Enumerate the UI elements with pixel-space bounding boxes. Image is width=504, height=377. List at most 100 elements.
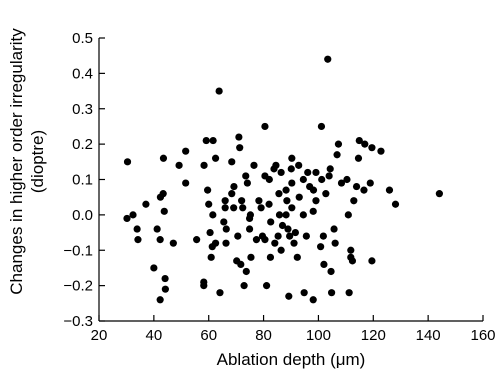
data-point — [161, 274, 169, 283]
data-point — [205, 200, 213, 208]
data-point — [361, 140, 369, 148]
data-point — [237, 260, 245, 268]
data-point — [299, 211, 307, 219]
x-tick-label: 80 — [255, 327, 272, 344]
data-point — [312, 197, 320, 205]
y-axis-title: Changes in higher order irregularity (dio… — [7, 28, 47, 295]
data-point — [330, 225, 338, 233]
data-point — [278, 221, 287, 230]
data-point — [293, 253, 301, 261]
data-point — [159, 190, 167, 198]
data-point — [337, 179, 346, 187]
data-point — [287, 165, 295, 173]
x-tick-label: 20 — [91, 327, 108, 344]
data-point — [325, 172, 333, 180]
data-point — [245, 225, 254, 233]
data-point — [204, 186, 212, 194]
data-point — [222, 225, 230, 233]
data-point — [150, 264, 158, 272]
data-point — [309, 186, 318, 194]
data-point — [309, 296, 317, 304]
data-point — [193, 236, 201, 244]
data-point — [209, 211, 217, 219]
data-point — [317, 243, 325, 251]
data-point — [243, 179, 251, 187]
y-tick-label: −0.3 — [63, 313, 93, 330]
data-point — [326, 165, 334, 173]
data-point — [160, 207, 168, 215]
data-point — [161, 285, 169, 293]
data-point — [175, 161, 183, 169]
data-point — [239, 204, 247, 212]
data-point — [368, 257, 376, 265]
y-tick-label: 0.2 — [72, 136, 93, 153]
data-point — [368, 144, 376, 152]
data-point — [242, 267, 250, 276]
data-point — [228, 190, 236, 198]
data-point — [288, 154, 296, 162]
data-point — [123, 214, 131, 223]
data-point — [295, 193, 303, 201]
data-point — [261, 122, 269, 131]
data-point — [322, 190, 330, 198]
data-point — [250, 161, 258, 169]
data-point — [221, 197, 229, 205]
x-tick-label: 40 — [146, 327, 163, 344]
data-point — [283, 197, 291, 205]
data-point — [275, 211, 284, 219]
x-tick-label: 120 — [361, 327, 386, 344]
data-point — [291, 228, 299, 237]
data-point — [182, 179, 190, 187]
data-point — [285, 292, 293, 300]
data-point — [345, 289, 353, 297]
data-point — [275, 190, 283, 198]
data-point — [288, 204, 296, 212]
data-point — [327, 289, 336, 297]
data-point — [202, 136, 210, 145]
y-tick-label: −0.2 — [63, 278, 93, 295]
data-point — [300, 289, 308, 297]
data-point — [156, 296, 164, 304]
data-point — [182, 147, 190, 155]
data-point — [391, 200, 400, 208]
data-point — [257, 204, 265, 212]
data-point — [159, 154, 168, 162]
data-point — [247, 253, 255, 261]
data-point — [272, 161, 280, 169]
data-point — [230, 204, 238, 212]
data-point — [207, 253, 215, 261]
data-point — [169, 239, 177, 247]
data-point — [200, 161, 208, 169]
data-point — [385, 186, 394, 194]
data-point — [290, 239, 298, 247]
data-point — [242, 172, 250, 180]
data-point — [134, 236, 142, 244]
data-point — [133, 225, 141, 233]
x-axis-ticks: 20 40 60 80 100 120 140 160 — [91, 315, 496, 344]
x-tick-label: 60 — [200, 327, 217, 344]
data-point — [366, 179, 374, 187]
data-point — [220, 218, 228, 226]
data-point — [261, 236, 269, 244]
data-point — [277, 168, 285, 177]
data-point — [262, 282, 271, 290]
data-point — [265, 175, 273, 184]
y-tick-label: 0.3 — [72, 101, 93, 118]
data-point — [206, 228, 214, 237]
data-point — [331, 239, 339, 247]
data-point — [142, 200, 150, 208]
data-point — [274, 232, 282, 240]
y-tick-label: 0.0 — [72, 207, 93, 224]
data-point — [352, 182, 361, 191]
data-point — [288, 179, 296, 187]
data-point — [266, 253, 275, 261]
data-point — [318, 175, 326, 184]
data-point — [333, 151, 341, 159]
data-point — [344, 211, 352, 219]
data-point — [123, 158, 132, 166]
data-point — [334, 140, 343, 148]
data-point — [271, 239, 279, 247]
data-point — [230, 182, 238, 191]
x-tick-label: 100 — [306, 327, 331, 344]
